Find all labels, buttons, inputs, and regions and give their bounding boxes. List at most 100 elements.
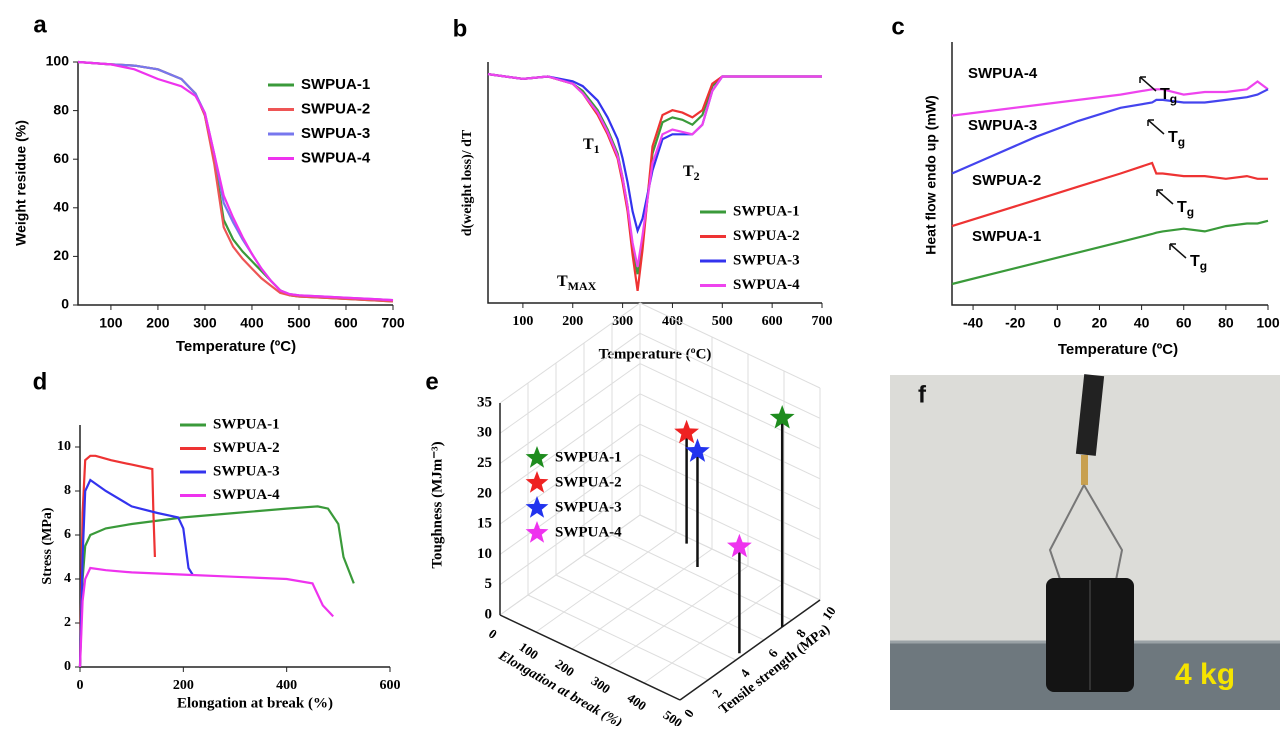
y-axis-label: d(weight loss)/ dT — [460, 129, 475, 236]
legend-swatch — [525, 446, 549, 468]
y-tick-label: 8 — [64, 483, 71, 498]
legend-label: SWPUA-3 — [301, 125, 370, 142]
y-axis-label: Weight residue (%) — [13, 120, 29, 246]
annotation-sub: g — [1178, 135, 1185, 149]
legend-label: SWPUA-2 — [213, 440, 280, 456]
photo-clamp — [1075, 374, 1105, 456]
legend-swatch — [525, 496, 549, 518]
x-tick-label: 20 — [1092, 315, 1108, 331]
x-tick-label: 700 — [381, 315, 405, 331]
legend-label: SWPUA-2 — [733, 228, 800, 244]
grid-line — [535, 531, 677, 633]
grid-line — [607, 565, 749, 667]
z-tick-label: 15 — [477, 516, 492, 532]
annotation-arrow — [1147, 119, 1165, 135]
series-label: SWPUA-3 — [968, 117, 1037, 134]
x-tick-label: 400 — [276, 678, 297, 693]
star-point — [727, 533, 752, 558]
annotation-text: T — [1177, 199, 1187, 216]
x-tick-label: 0 — [1053, 315, 1061, 331]
y-tick-label: 10 — [57, 439, 71, 454]
photo-hook — [1081, 455, 1088, 485]
grid-line — [639, 393, 821, 480]
y-tick-label: 100 — [46, 53, 70, 69]
series-line — [77, 60, 394, 302]
y-tick-label: 2 — [709, 686, 725, 700]
y-tick-label: 4 — [64, 571, 71, 586]
x-tick-label: 600 — [762, 314, 783, 329]
axis-line — [79, 425, 390, 668]
annotation: Tg — [1190, 253, 1207, 273]
grid-line — [527, 594, 709, 681]
grid-line — [499, 514, 641, 616]
annotation-sub: 1 — [594, 142, 600, 156]
annotation-text: T — [557, 273, 568, 290]
x-tick-label: 500 — [712, 314, 733, 329]
annotation: Tg — [1160, 86, 1177, 106]
series-line — [77, 60, 394, 303]
annotation: TMAX — [557, 273, 597, 293]
photo-label: 4 kg — [1175, 658, 1235, 691]
x-tick-label: 300 — [193, 315, 217, 331]
grid-line — [499, 393, 641, 495]
grid-line — [583, 554, 765, 641]
x-tick-label: 300 — [589, 673, 614, 696]
y-tick-label: 60 — [53, 150, 69, 166]
x-tick-label: -40 — [963, 315, 983, 331]
grid-line — [639, 453, 821, 540]
y-tick-label: 6 — [64, 527, 71, 542]
legend-label: SWPUA-1 — [555, 449, 622, 465]
chart-panel: a 100 200 300 400 500 600 700 0 20 40 60 80 100 Temper… — [13, 11, 405, 355]
grid-line — [639, 363, 821, 450]
photo-wire — [1048, 484, 1124, 586]
series-line — [951, 88, 1269, 175]
annotation-sub: g — [1170, 92, 1177, 106]
legend-label: SWPUA-1 — [301, 76, 370, 93]
chart-panel: d 0 200 400 600 0 2 4 6 8 10 Elongation at break (%… — [33, 368, 401, 711]
y-tick-label: 80 — [53, 101, 69, 117]
series-line — [78, 566, 334, 668]
legend-swatch — [525, 521, 549, 543]
chart-panel: c -40 -20 0 20 40 60 80 100 Temperature (ºC) Heat … — [891, 13, 1280, 358]
annotation-sub: MAX — [568, 279, 597, 293]
axis-line — [487, 62, 822, 304]
x-tick-label: 200 — [173, 678, 194, 693]
legend-label: SWPUA-3 — [213, 463, 280, 479]
grid-line — [499, 454, 641, 555]
z-tick-label: 0 — [485, 606, 493, 622]
x-tick-label: 0 — [486, 626, 500, 642]
x-tick-label: 100 — [1256, 315, 1280, 331]
x-tick-label: 400 — [625, 690, 650, 713]
series-line — [78, 454, 156, 668]
annotation-arrow — [1139, 76, 1157, 92]
grid-line — [643, 582, 785, 684]
legend-label: SWPUA-3 — [555, 499, 622, 515]
z-tick-label: 35 — [477, 394, 492, 410]
x-tick-label: 80 — [1218, 315, 1234, 331]
annotation-text: T — [683, 163, 694, 180]
y-tick-label: 40 — [53, 199, 69, 215]
y-tick-label: 0 — [61, 296, 69, 312]
y-axis-label: Stress (MPa) — [40, 507, 55, 584]
x-tick-label: 200 — [562, 314, 583, 329]
annotation-text: T — [1160, 86, 1170, 103]
series-line — [77, 60, 394, 303]
x-axis-label: Temperature (ºC) — [176, 338, 296, 355]
series-line — [487, 73, 822, 275]
series-line — [951, 161, 1268, 228]
x-tick-label: 600 — [380, 678, 401, 693]
photo-panel: 4 kg f — [890, 374, 1280, 710]
x-tick-label: 200 — [146, 315, 170, 331]
x-axis-label: Temperature (ºC) — [1058, 341, 1178, 358]
panel-letter: a — [33, 11, 47, 38]
z-tick-label: 20 — [477, 485, 492, 501]
y-axis-label: Tensile strength (MPa) — [717, 622, 834, 718]
legend-label: SWPUA-2 — [555, 474, 622, 490]
y-tick-label: 10 — [819, 604, 839, 623]
grid-line — [499, 363, 641, 464]
chart-panel: e0100200300400500024681005101520253035El… — [425, 302, 839, 731]
series-line — [487, 73, 822, 268]
axis-line — [77, 62, 393, 306]
legend-label: SWPUA-4 — [733, 277, 800, 293]
